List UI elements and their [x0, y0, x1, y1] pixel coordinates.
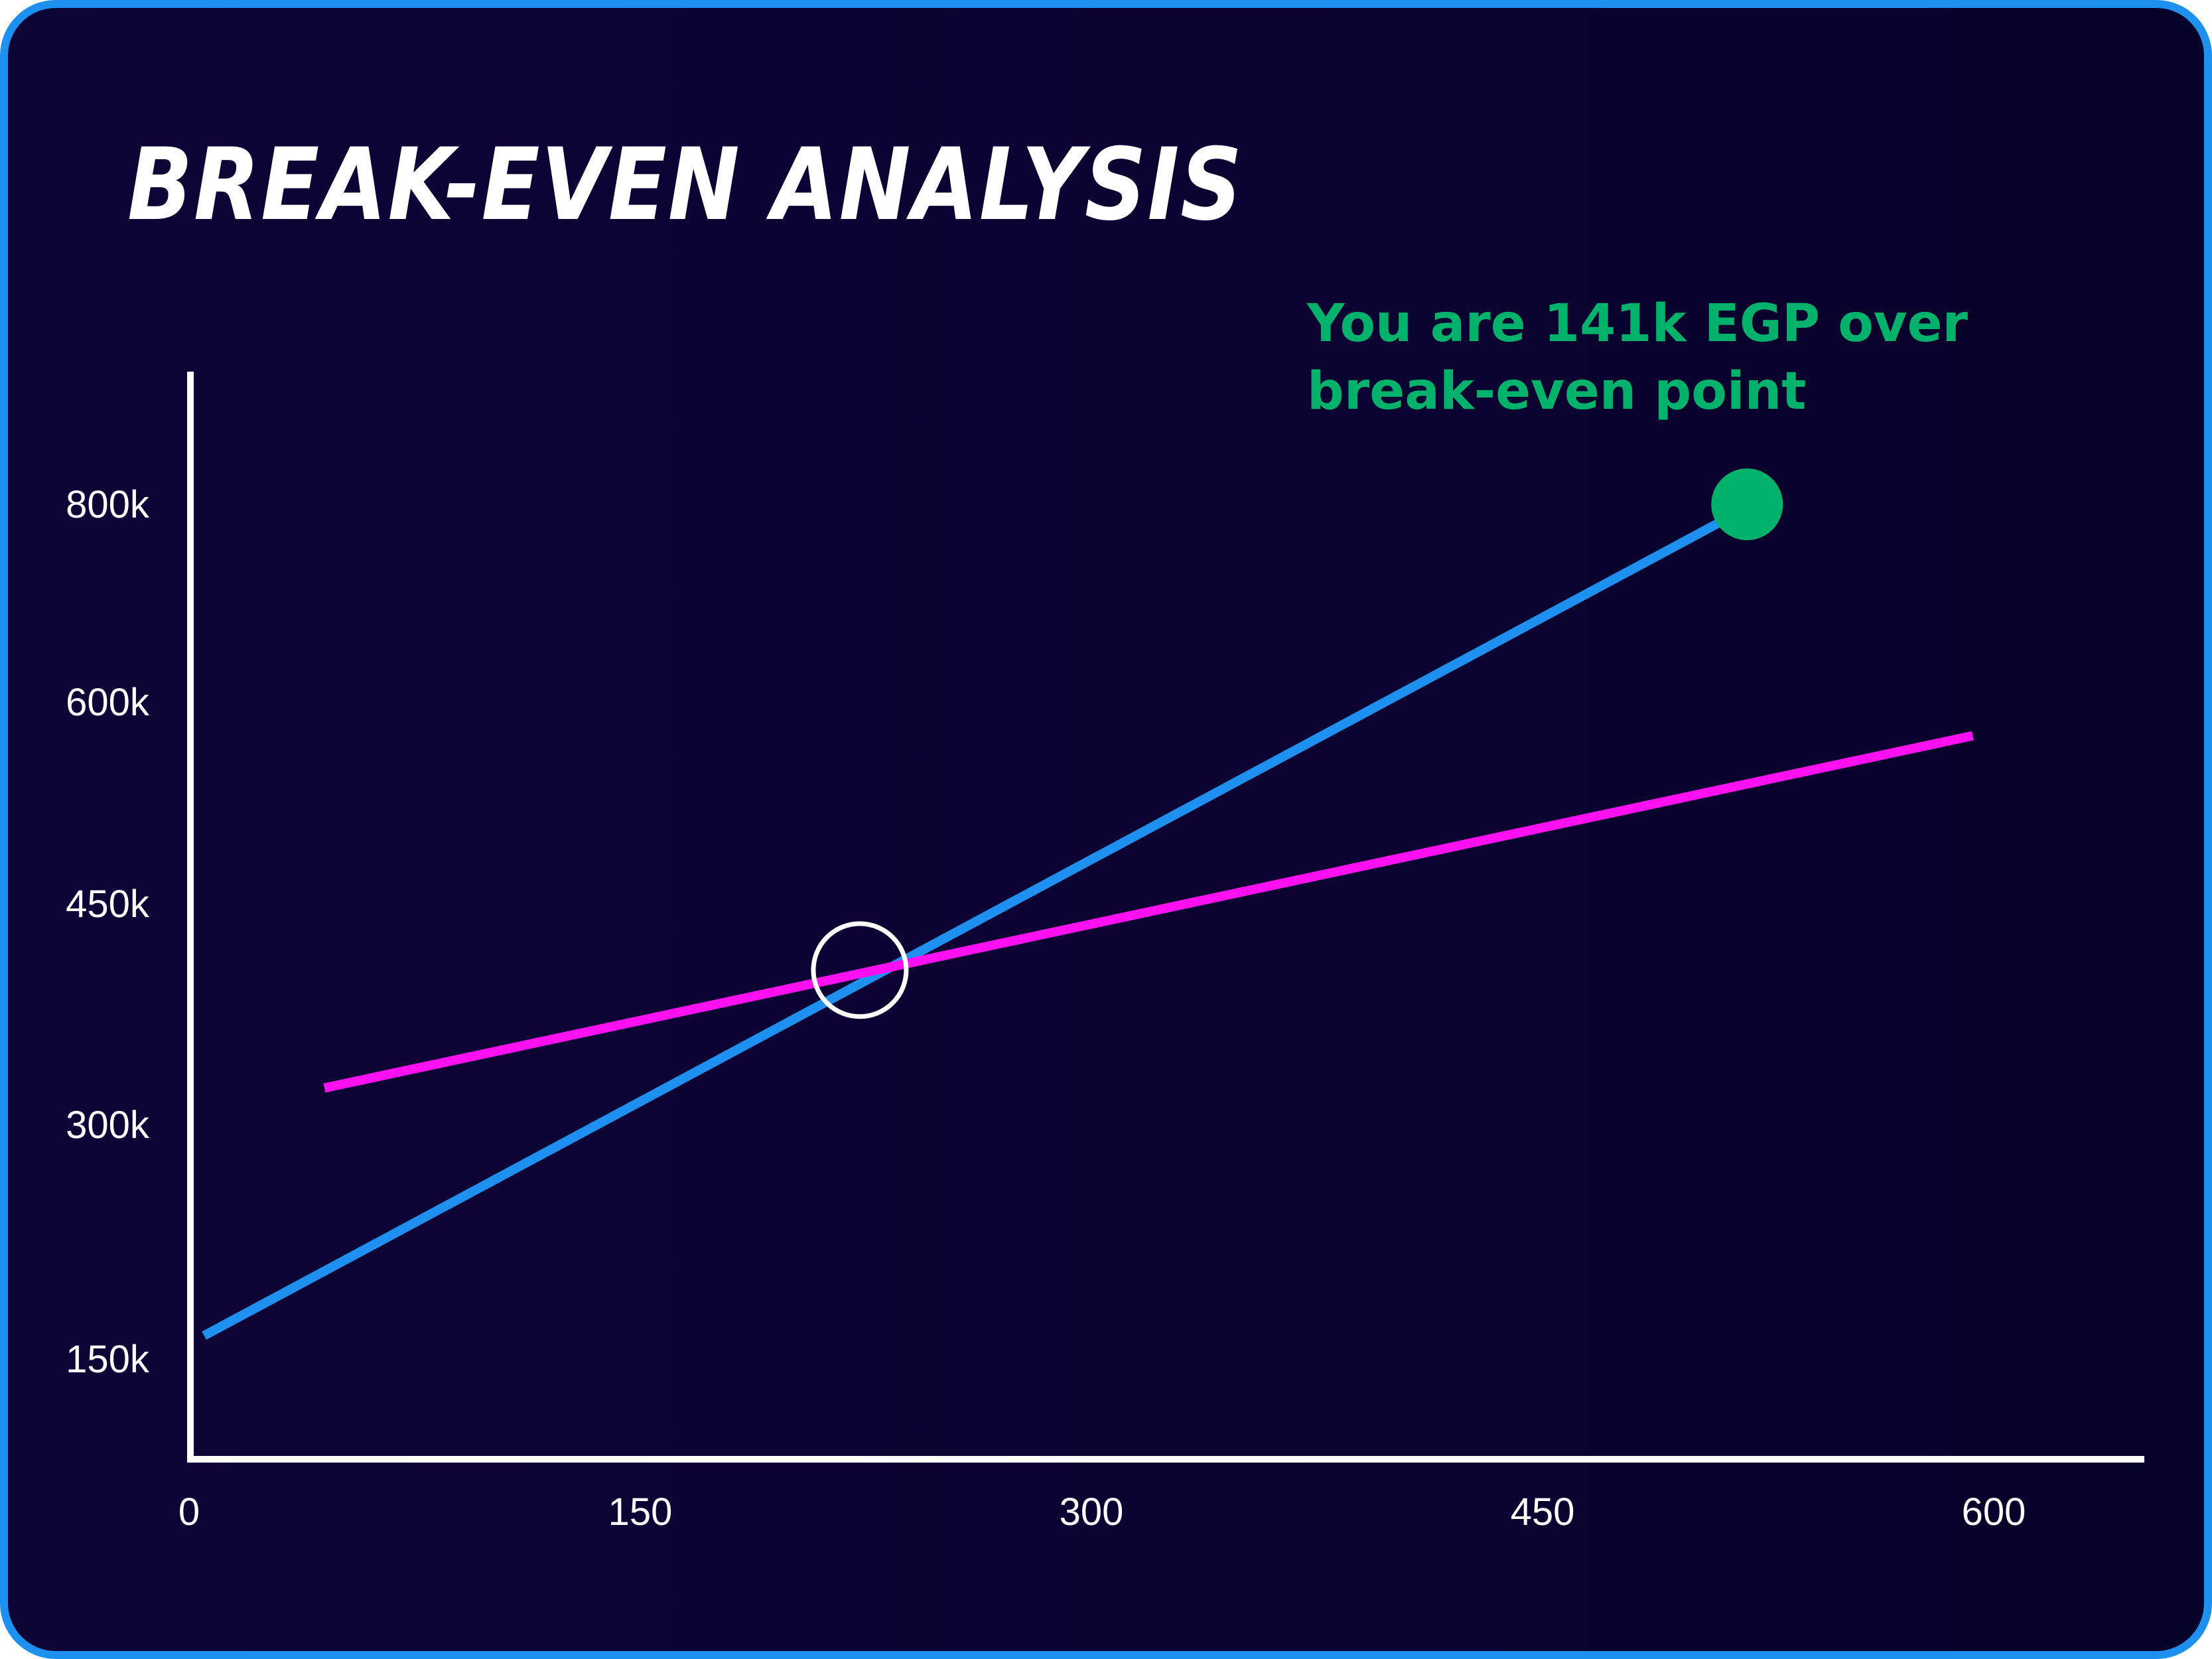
x-tick-label: 450	[1511, 1490, 1575, 1534]
y-tick-label: 800k	[66, 483, 150, 526]
annotation-line-1: You are 141k EGP over	[1307, 294, 1969, 354]
over-break-even-annotation: You are 141k EGP over break-even point	[1307, 290, 1970, 425]
current-position-dot	[1711, 469, 1783, 540]
y-tick-label: 450k	[66, 883, 150, 926]
annotation-line-2: break-even point	[1307, 362, 1807, 421]
chart-title: BREAK-EVEN ANALYSIS	[127, 127, 1243, 243]
x-tick-label: 0	[178, 1490, 200, 1534]
cost-line	[323, 731, 1974, 1093]
y-tick-label: 600k	[66, 681, 150, 724]
y-tick-label: 300k	[66, 1104, 150, 1147]
y-tick-label: 150k	[66, 1338, 150, 1381]
x-tick-label: 300	[1060, 1490, 1124, 1534]
x-tick-label: 600	[1962, 1490, 2026, 1534]
x-tick-label: 150	[608, 1490, 673, 1534]
revenue-line	[202, 505, 1747, 1340]
break-even-marker	[811, 921, 909, 1019]
